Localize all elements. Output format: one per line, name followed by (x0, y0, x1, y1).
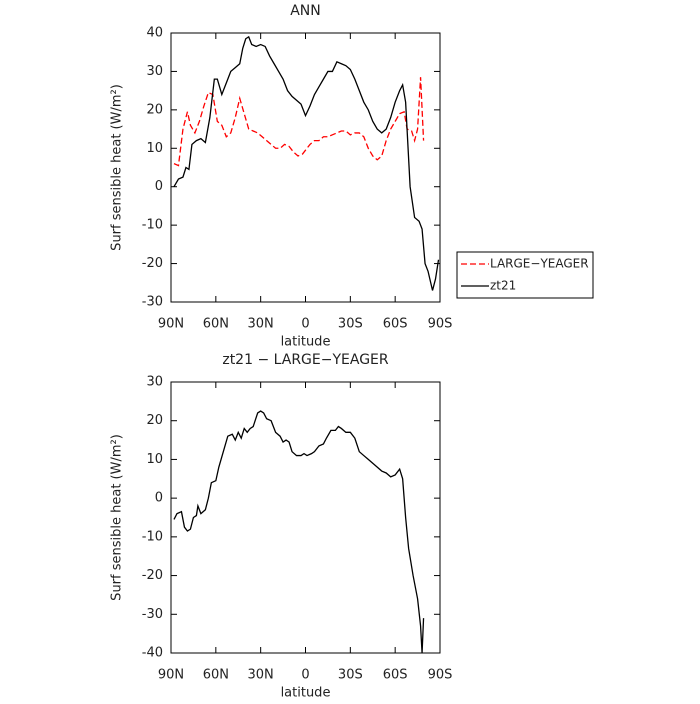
y-tick-label: -20 (142, 256, 163, 271)
y-tick-label: 0 (155, 491, 163, 506)
y-tick-label: 10 (146, 452, 163, 467)
y-tick-label: -40 (142, 646, 163, 661)
y-tick-label: 40 (146, 26, 163, 41)
y-tick-label: -30 (142, 295, 163, 310)
x-tick-label: 30S (338, 668, 363, 683)
legend-label: LARGE−YEAGER (490, 257, 589, 271)
y-tick-label: 20 (146, 102, 163, 117)
x-tick-label: 90N (158, 668, 184, 683)
x-tick-label: 60N (203, 317, 229, 332)
x-tick-label: 0 (301, 668, 309, 683)
y-tick-label: -10 (142, 529, 163, 544)
chart-title: zt21 − LARGE−YEAGER (222, 352, 389, 368)
x-tick-label: 30N (248, 317, 274, 332)
y-tick-label: -30 (142, 607, 163, 622)
x-tick-label: 60S (383, 317, 408, 332)
x-axis-label: latitude (281, 686, 331, 701)
plot-frame (170, 32, 441, 303)
x-tick-label: 90S (428, 668, 453, 683)
y-tick-label: 10 (146, 141, 163, 156)
y-tick-label: -10 (142, 218, 163, 233)
x-tick-label: 90S (428, 317, 453, 332)
x-tick-label: 60N (203, 668, 229, 683)
y-tick-label: 30 (146, 64, 163, 79)
series-line (173, 410, 425, 654)
y-axis-label: Surf sensible heat (W/m²) (110, 84, 125, 251)
y-axis-label: Surf sensible heat (W/m²) (110, 434, 125, 601)
y-tick-label: -20 (142, 568, 163, 583)
x-axis-label: latitude (281, 335, 331, 350)
series-line (173, 35, 440, 291)
x-tick-label: 90N (158, 317, 184, 332)
x-tick-label: 60S (383, 668, 408, 683)
legend-box (456, 251, 594, 299)
y-tick-label: 20 (146, 413, 163, 428)
y-tick-label: 0 (155, 179, 163, 194)
x-tick-label: 30S (338, 317, 363, 332)
x-tick-label: 0 (301, 317, 309, 332)
legend-label: zt21 (490, 279, 516, 293)
plot-frame (170, 381, 441, 654)
x-tick-label: 30N (248, 668, 274, 683)
chart-title: ANN (290, 3, 321, 19)
series-line (173, 77, 425, 167)
y-tick-label: 30 (146, 375, 163, 390)
